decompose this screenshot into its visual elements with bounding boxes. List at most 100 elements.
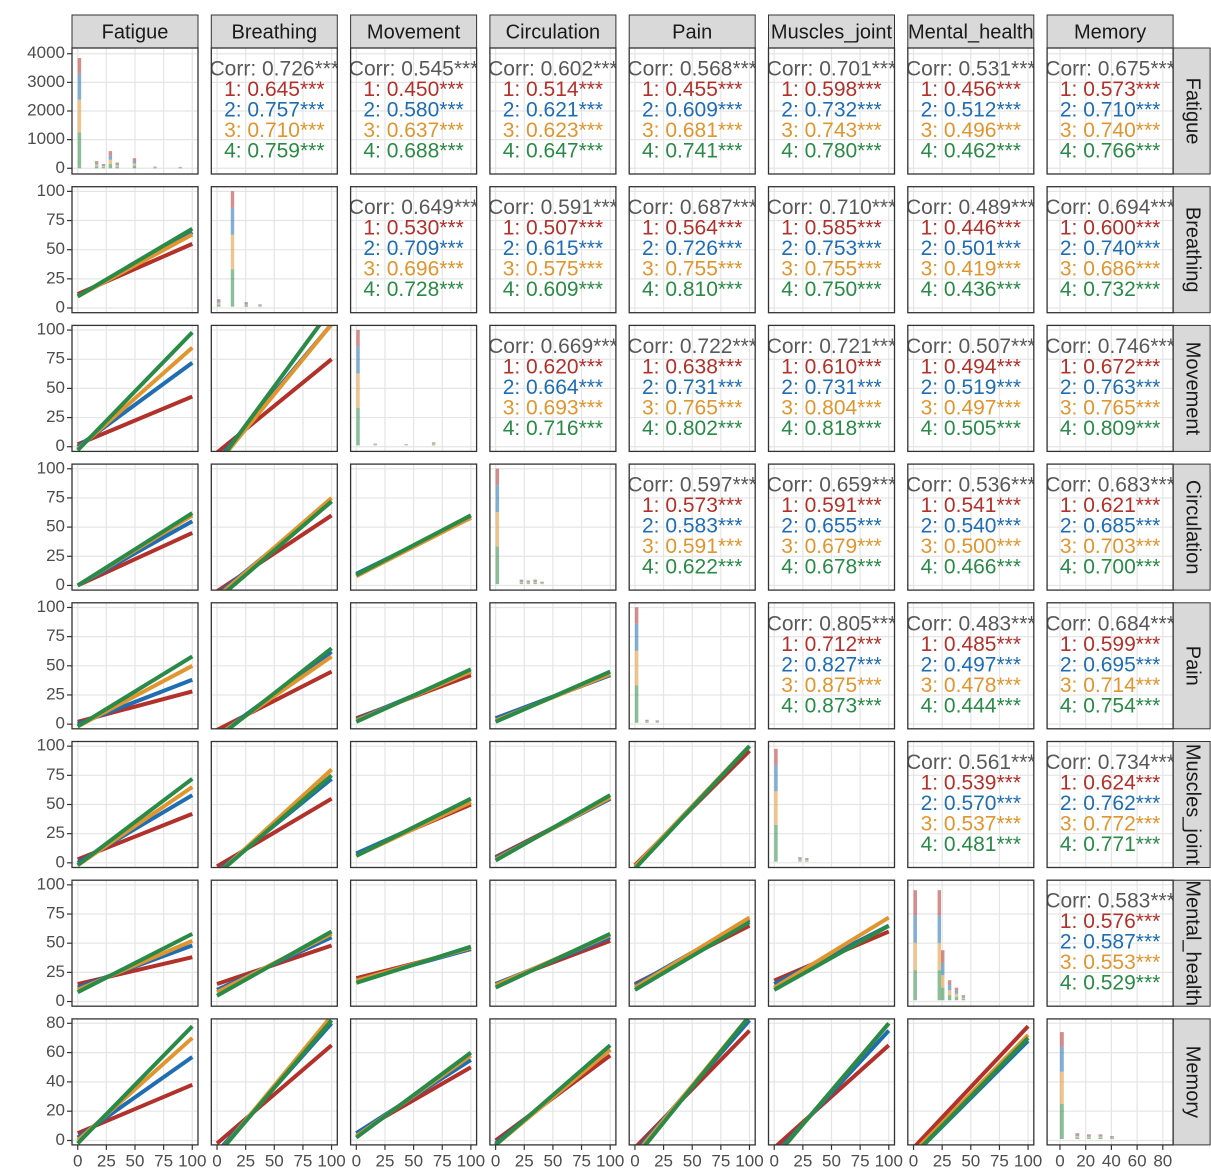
- histogram-bar: [634, 685, 639, 723]
- panel-border: [489, 879, 617, 1007]
- histogram-bar: [94, 161, 99, 163]
- panel-content: Corr: 0.687***1: 0.564***2: 0.726***3: 0…: [629, 186, 756, 313]
- histogram-bar: [798, 858, 802, 860]
- corr-label: 4: 0.780***: [781, 140, 881, 163]
- histogram-bar: [1075, 1136, 1080, 1138]
- y-tick-label: 0: [56, 991, 65, 1010]
- panel: Corr: 0.583***1: 0.576***2: 0.587***3: 0…: [1046, 879, 1174, 1007]
- histogram-bar: [1086, 1137, 1091, 1140]
- panel-content: [350, 602, 477, 729]
- panel: [349, 1018, 478, 1146]
- histogram-bar: [230, 269, 235, 307]
- histogram-bar: [101, 165, 106, 167]
- histogram-bar: [805, 858, 809, 860]
- histogram-bar: [655, 720, 659, 721]
- histogram-bar: [526, 583, 530, 585]
- histogram-bar: [1098, 1136, 1103, 1138]
- corr-label: 1: 0.539***: [921, 772, 1021, 795]
- regression-line: [494, 932, 612, 990]
- panel-content: Corr: 0.805***1: 0.712***2: 0.827***3: 0…: [768, 602, 895, 729]
- right-strip: Pain: [1172, 602, 1211, 730]
- corr-label: 1: 0.672***: [1060, 355, 1160, 378]
- panel-content: [211, 880, 338, 1007]
- histogram-bar: [1059, 1103, 1064, 1140]
- corr-label: 4: 0.609***: [503, 278, 603, 301]
- histogram-bar: [244, 302, 248, 304]
- regression-line: [223, 325, 322, 452]
- y-tick-label: 1000: [27, 129, 65, 148]
- corr-label: Corr: 0.568***: [627, 58, 757, 81]
- y-tick-label: 0: [56, 1130, 65, 1149]
- corr-label: 2: 0.609***: [642, 99, 742, 122]
- panel: [210, 879, 338, 1007]
- histogram-bar: [634, 607, 639, 624]
- panel: [71, 47, 199, 175]
- top-strip: Circulation: [489, 14, 617, 49]
- histogram-bar: [77, 58, 82, 74]
- histogram-bar: [941, 987, 945, 1001]
- corr-label: 4: 0.529***: [1060, 972, 1160, 995]
- top-strip: Pain: [628, 14, 756, 49]
- corr-label: 4: 0.873***: [781, 694, 881, 717]
- corr-label: Corr: 0.710***: [767, 196, 897, 219]
- panel-content: Corr: 0.722***1: 0.638***2: 0.731***3: 0…: [627, 325, 757, 452]
- corr-label: Corr: 0.591***: [488, 196, 618, 219]
- strip-text-group: Circulation: [1181, 480, 1203, 574]
- corr-label: 1: 0.624***: [1060, 772, 1160, 795]
- corr-label: 3: 0.875***: [781, 674, 881, 697]
- corr-label: 4: 0.818***: [781, 417, 881, 440]
- corr-label: Corr: 0.726***: [210, 58, 340, 81]
- histogram-bar: [954, 987, 959, 991]
- panel-content: [72, 1018, 198, 1145]
- panel-border: [1046, 879, 1174, 1007]
- corr-label: 2: 0.731***: [642, 376, 742, 399]
- strip-label: Breathing: [231, 21, 317, 43]
- corr-label: 2: 0.570***: [921, 792, 1021, 815]
- regression-line: [76, 777, 194, 867]
- panel-content: [72, 48, 198, 174]
- regression-line: [224, 499, 333, 591]
- panel-border: [349, 324, 478, 453]
- corr-label: 3: 0.714***: [1060, 674, 1160, 697]
- corr-label: Corr: 0.722***: [627, 335, 757, 358]
- corr-label: 2: 0.763***: [1060, 376, 1160, 399]
- histogram-bar: [356, 346, 360, 374]
- x-tick-label: 75: [293, 1151, 312, 1170]
- corr-label: 1: 0.514***: [503, 78, 603, 101]
- panel: Corr: 0.649***1: 0.530***2: 0.709***3: 0…: [349, 186, 478, 314]
- panel: [489, 602, 617, 730]
- panel: [907, 1018, 1035, 1146]
- histogram-bar: [495, 546, 500, 585]
- panel: [349, 463, 478, 591]
- y-tick-label: 40: [46, 1071, 65, 1090]
- panel-border: [767, 47, 896, 175]
- histogram-bar: [431, 442, 436, 444]
- panel: Corr: 0.726***1: 0.645***2: 0.757***3: 0…: [210, 47, 340, 175]
- x-tick-label: 100: [178, 1151, 206, 1170]
- panel: [1046, 1018, 1174, 1146]
- corr-label: 4: 0.771***: [1060, 833, 1160, 856]
- histogram-bar: [244, 305, 248, 307]
- corr-label: 2: 0.827***: [781, 653, 881, 676]
- corr-label: 3: 0.765***: [642, 396, 742, 419]
- top-strip: Mental_health: [907, 14, 1035, 49]
- histogram-bar: [495, 485, 500, 513]
- strip-box: [1172, 741, 1211, 868]
- panel-content: Corr: 0.489***1: 0.446***2: 0.501***3: 0…: [907, 186, 1034, 313]
- top-strip: Fatigue: [71, 14, 199, 49]
- histogram-bar: [356, 407, 360, 446]
- regression-line: [223, 1019, 334, 1145]
- corr-label: 1: 0.620***: [503, 355, 603, 378]
- x-tick-label: 100: [735, 1151, 763, 1170]
- histogram-bar: [1086, 1135, 1091, 1137]
- histogram-bar: [244, 304, 248, 306]
- x-tick-label: 0: [491, 1151, 500, 1170]
- histogram-bar: [94, 166, 99, 169]
- corr-label: 4: 0.809***: [1060, 417, 1160, 440]
- y-tick-label: 0: [56, 852, 65, 871]
- panel-border: [1046, 1018, 1174, 1146]
- panel-content: [72, 880, 198, 1007]
- strip-text-group: Muscles_joint: [1181, 744, 1203, 866]
- histogram-bar: [540, 583, 544, 585]
- histogram-bar: [798, 857, 802, 859]
